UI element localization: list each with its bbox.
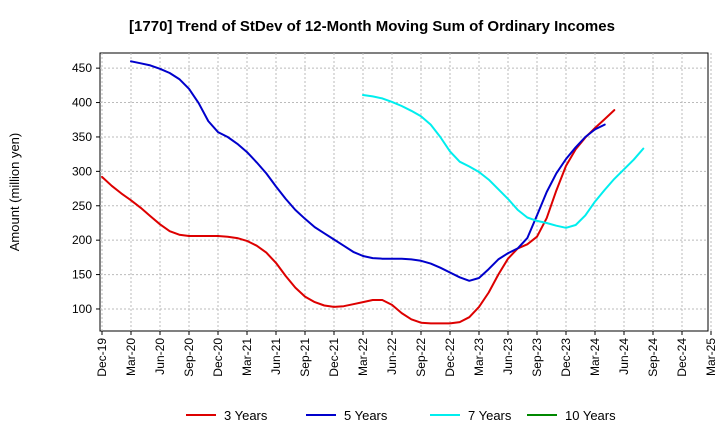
x-tick-label: Dec-22	[443, 338, 457, 377]
x-tick-label: Dec-19	[95, 338, 109, 377]
x-tick-label: Mar-23	[472, 338, 486, 376]
legend-label: 7 Years	[468, 408, 512, 423]
y-tick-label: 200	[72, 233, 92, 247]
x-tick-label: Mar-21	[240, 338, 254, 376]
x-tick-label: Sep-20	[182, 338, 196, 377]
y-tick-label: 450	[72, 61, 92, 75]
chart-title: [1770] Trend of StDev of 12-Month Moving…	[129, 18, 615, 35]
x-tick-label: Mar-24	[588, 338, 602, 376]
x-tick-label: Mar-25	[704, 338, 718, 376]
y-tick-label: 250	[72, 199, 92, 213]
y-axis: 100 150 200 250 300 350 400 450	[72, 61, 100, 316]
plot-area	[99, 52, 709, 332]
x-tick-label: Sep-23	[530, 338, 544, 377]
legend-label: 3 Years	[224, 408, 268, 423]
y-tick-label: 350	[72, 130, 92, 144]
legend: 3 Years 5 Years 7 Years 10 Years	[186, 408, 616, 423]
x-tick-label: Jun-24	[617, 338, 631, 375]
y-tick-label: 100	[72, 302, 92, 316]
x-tick-label: Sep-22	[414, 338, 428, 377]
x-tick-label: Dec-23	[559, 338, 573, 377]
x-tick-label: Jun-21	[269, 338, 283, 375]
x-tick-label: Mar-22	[356, 338, 370, 376]
y-tick-label: 150	[72, 268, 92, 282]
series-line-3-years	[101, 109, 616, 325]
y-axis-title: Amount (million yen)	[7, 133, 22, 252]
x-tick-label: Dec-21	[327, 338, 341, 377]
x-tick-label: Jun-20	[153, 338, 167, 375]
series-line-7-years	[362, 94, 645, 229]
x-tick-label: Mar-20	[124, 338, 138, 376]
x-tick-label: Dec-24	[675, 338, 689, 377]
series-group	[101, 60, 645, 325]
legend-label: 10 Years	[565, 408, 616, 423]
x-tick-label: Dec-20	[211, 338, 225, 377]
series-line-5-years	[130, 60, 606, 282]
y-tick-label: 300	[72, 164, 92, 178]
x-tick-label: Jun-22	[385, 338, 399, 375]
x-tick-label: Jun-23	[501, 338, 515, 375]
grid	[100, 53, 712, 331]
x-tick-label: Sep-21	[298, 338, 312, 377]
x-axis: Dec-19 Mar-20 Jun-20 Sep-20 Dec-20 Mar-21 Jun-…	[95, 331, 718, 377]
legend-label: 5 Years	[344, 408, 388, 423]
x-tick-label: Sep-24	[646, 338, 660, 377]
y-tick-label: 400	[72, 96, 92, 110]
